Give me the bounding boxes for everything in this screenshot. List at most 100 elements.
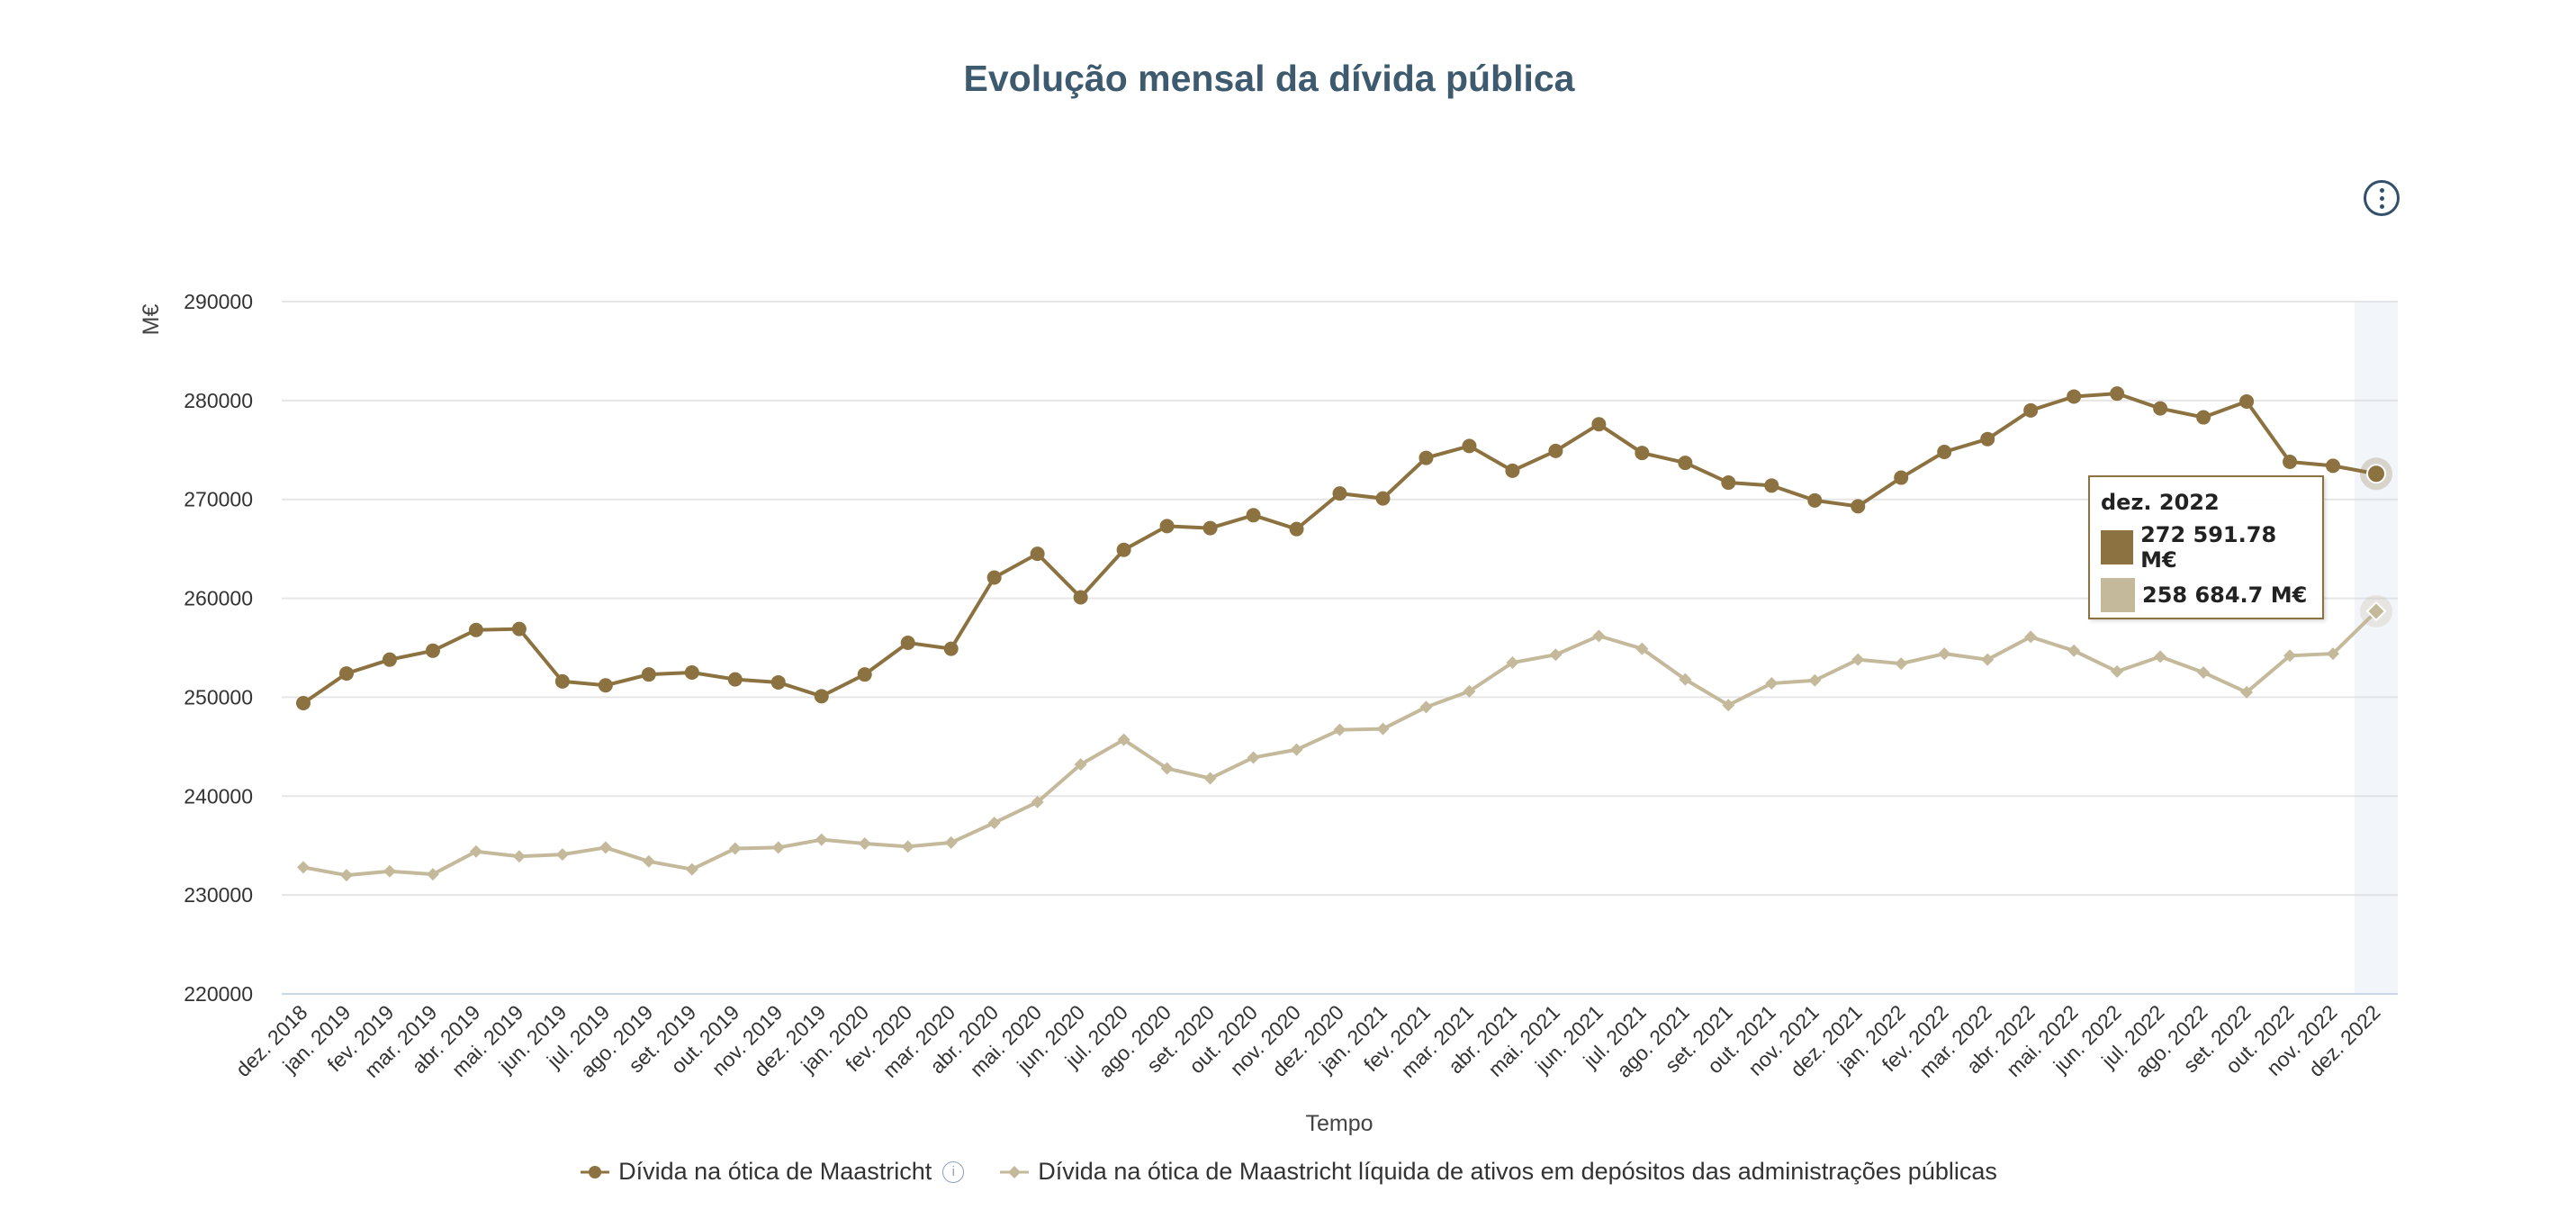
data-point[interactable] bbox=[1591, 417, 1607, 432]
data-point[interactable] bbox=[1895, 657, 1908, 671]
data-point[interactable] bbox=[1505, 463, 1520, 478]
data-point[interactable] bbox=[2023, 402, 2039, 418]
data-point[interactable] bbox=[2327, 647, 2340, 661]
data-point[interactable] bbox=[383, 864, 396, 878]
info-icon[interactable]: i bbox=[942, 1160, 965, 1183]
data-point[interactable] bbox=[339, 869, 353, 882]
data-point[interactable] bbox=[1937, 444, 1952, 459]
data-point[interactable] bbox=[642, 854, 655, 868]
data-point[interactable] bbox=[1807, 492, 1823, 508]
data-point[interactable] bbox=[1159, 519, 1175, 534]
data-point[interactable] bbox=[2326, 458, 2341, 474]
data-point[interactable] bbox=[2197, 665, 2211, 679]
data-point[interactable] bbox=[1332, 486, 1347, 501]
data-point[interactable] bbox=[2365, 600, 2387, 622]
data-point[interactable] bbox=[598, 678, 613, 693]
data-point[interactable] bbox=[338, 666, 354, 682]
data-point[interactable] bbox=[1419, 700, 1433, 714]
data-point[interactable] bbox=[2024, 630, 2038, 644]
data-point[interactable] bbox=[1894, 470, 1909, 485]
data-point[interactable] bbox=[1722, 699, 1735, 712]
data-point[interactable] bbox=[987, 816, 1001, 829]
data-point[interactable] bbox=[1160, 762, 1174, 775]
data-point[interactable] bbox=[1678, 456, 1693, 471]
data-point[interactable] bbox=[2111, 664, 2124, 678]
data-point[interactable] bbox=[944, 835, 958, 849]
data-point[interactable] bbox=[1375, 491, 1391, 506]
chart-menu-button[interactable] bbox=[2364, 180, 2400, 216]
data-point[interactable] bbox=[1376, 722, 1390, 736]
data-point[interactable] bbox=[1246, 508, 1261, 523]
data-point[interactable] bbox=[1419, 450, 1434, 465]
data-point[interactable] bbox=[2153, 401, 2168, 416]
data-point[interactable] bbox=[728, 842, 742, 855]
data-point[interactable] bbox=[858, 837, 871, 851]
data-point[interactable] bbox=[512, 850, 526, 863]
data-point[interactable] bbox=[1851, 499, 1866, 514]
data-point[interactable] bbox=[425, 643, 440, 658]
data-point[interactable] bbox=[1635, 446, 1650, 461]
data-point[interactable] bbox=[2283, 649, 2297, 663]
data-point[interactable] bbox=[2196, 410, 2211, 425]
data-point[interactable] bbox=[1030, 546, 1045, 562]
data-point[interactable] bbox=[1938, 647, 1951, 661]
data-point[interactable] bbox=[815, 833, 828, 846]
data-point[interactable] bbox=[684, 664, 699, 680]
data-point[interactable] bbox=[1074, 758, 1087, 772]
legend-item-maastricht-liquida[interactable]: Dívida na ótica de Maastricht líquida de… bbox=[998, 1158, 1997, 1186]
data-point[interactable] bbox=[1635, 642, 1649, 655]
data-point[interactable] bbox=[814, 689, 829, 704]
data-point[interactable] bbox=[2366, 464, 2387, 484]
data-point[interactable] bbox=[469, 844, 482, 858]
data-point[interactable] bbox=[1117, 733, 1130, 746]
data-point[interactable] bbox=[426, 868, 439, 881]
data-point[interactable] bbox=[1808, 673, 1822, 687]
data-point[interactable] bbox=[468, 622, 483, 637]
data-point[interactable] bbox=[1290, 743, 1303, 756]
data-point[interactable] bbox=[770, 674, 786, 690]
data-point[interactable] bbox=[296, 861, 310, 874]
data-point[interactable] bbox=[857, 667, 872, 682]
data-point[interactable] bbox=[1289, 521, 1304, 537]
data-point[interactable] bbox=[943, 641, 959, 656]
data-point[interactable] bbox=[1721, 475, 1736, 491]
data-point[interactable] bbox=[2067, 644, 2081, 657]
data-point[interactable] bbox=[900, 636, 915, 651]
data-point[interactable] bbox=[2239, 393, 2255, 409]
data-point[interactable] bbox=[1247, 751, 1260, 764]
data-point[interactable] bbox=[1548, 443, 1563, 458]
data-point[interactable] bbox=[685, 862, 698, 876]
data-point[interactable] bbox=[1506, 655, 1519, 669]
data-point[interactable] bbox=[554, 673, 570, 689]
data-point[interactable] bbox=[1202, 520, 1218, 536]
data-point[interactable] bbox=[2110, 386, 2125, 402]
data-point[interactable] bbox=[1462, 438, 1477, 454]
data-point[interactable] bbox=[1549, 648, 1563, 662]
data-point[interactable] bbox=[295, 696, 311, 711]
data-point[interactable] bbox=[511, 621, 527, 637]
data-point[interactable] bbox=[1980, 431, 1995, 447]
data-point[interactable] bbox=[1116, 542, 1131, 557]
data-point[interactable] bbox=[1679, 673, 1692, 686]
data-point[interactable] bbox=[1765, 677, 1779, 691]
data-point[interactable] bbox=[771, 841, 785, 854]
data-point[interactable] bbox=[1073, 590, 1088, 605]
data-point[interactable] bbox=[1031, 795, 1044, 808]
data-point[interactable] bbox=[1851, 653, 1865, 666]
data-point[interactable] bbox=[2240, 685, 2254, 699]
legend-item-maastricht[interactable]: Dívida na ótica de Maastricht i bbox=[579, 1158, 965, 1186]
data-point[interactable] bbox=[599, 841, 612, 854]
data-point[interactable] bbox=[2067, 389, 2082, 404]
data-point[interactable] bbox=[641, 667, 656, 682]
data-point[interactable] bbox=[1463, 684, 1476, 698]
data-point[interactable] bbox=[727, 672, 743, 687]
data-point[interactable] bbox=[2283, 454, 2298, 469]
data-point[interactable] bbox=[1592, 629, 1606, 643]
data-point[interactable] bbox=[2154, 650, 2167, 664]
data-point[interactable] bbox=[901, 840, 914, 853]
data-point[interactable] bbox=[1981, 653, 1995, 666]
data-point[interactable] bbox=[1333, 723, 1347, 736]
data-point[interactable] bbox=[1764, 478, 1779, 493]
data-point[interactable] bbox=[1203, 772, 1217, 785]
data-point[interactable] bbox=[986, 570, 1002, 585]
